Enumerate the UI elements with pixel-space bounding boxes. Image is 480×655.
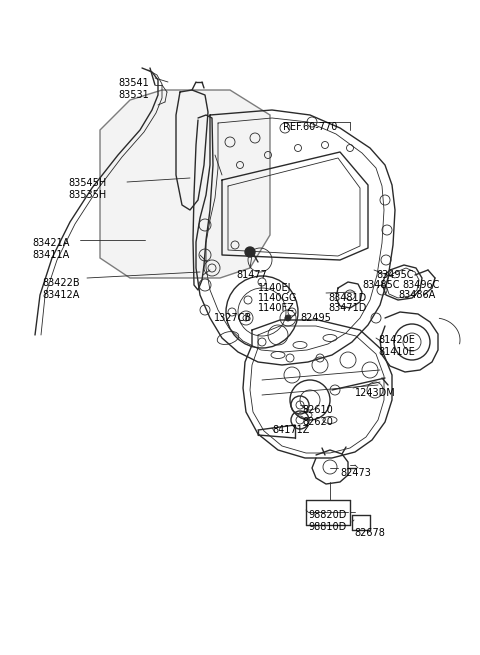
Text: 83545H
83535H: 83545H 83535H bbox=[68, 178, 106, 200]
Text: 83541
83531: 83541 83531 bbox=[118, 78, 149, 100]
Text: 1140EJ: 1140EJ bbox=[258, 283, 291, 293]
Text: REF.60-770: REF.60-770 bbox=[283, 122, 337, 132]
Text: 1327CB: 1327CB bbox=[214, 313, 252, 323]
Text: 83422B
83412A: 83422B 83412A bbox=[42, 278, 80, 301]
Text: 83421A
83411A: 83421A 83411A bbox=[32, 238, 70, 261]
Polygon shape bbox=[100, 90, 270, 278]
Text: 1140GG: 1140GG bbox=[258, 293, 298, 303]
Text: 82473: 82473 bbox=[340, 468, 371, 478]
Text: 98820D
98810D: 98820D 98810D bbox=[308, 510, 347, 533]
Text: 83496C: 83496C bbox=[402, 280, 439, 290]
Circle shape bbox=[245, 247, 255, 257]
Circle shape bbox=[285, 315, 291, 321]
Text: 83495C: 83495C bbox=[376, 270, 413, 280]
Text: 82678: 82678 bbox=[354, 528, 385, 538]
Text: 82495: 82495 bbox=[300, 313, 331, 323]
Text: 1243DM: 1243DM bbox=[355, 388, 396, 398]
Text: 1140FZ: 1140FZ bbox=[258, 303, 295, 313]
Text: 83485C: 83485C bbox=[362, 280, 399, 290]
Text: 81477: 81477 bbox=[236, 270, 267, 280]
Text: 83481D: 83481D bbox=[328, 293, 366, 303]
Text: 81420E
81410E: 81420E 81410E bbox=[378, 335, 415, 358]
Text: 84171Z: 84171Z bbox=[272, 425, 310, 435]
Text: 82610
82620: 82610 82620 bbox=[302, 405, 333, 428]
Text: 83471D: 83471D bbox=[328, 303, 366, 313]
Text: 83486A: 83486A bbox=[398, 290, 435, 300]
